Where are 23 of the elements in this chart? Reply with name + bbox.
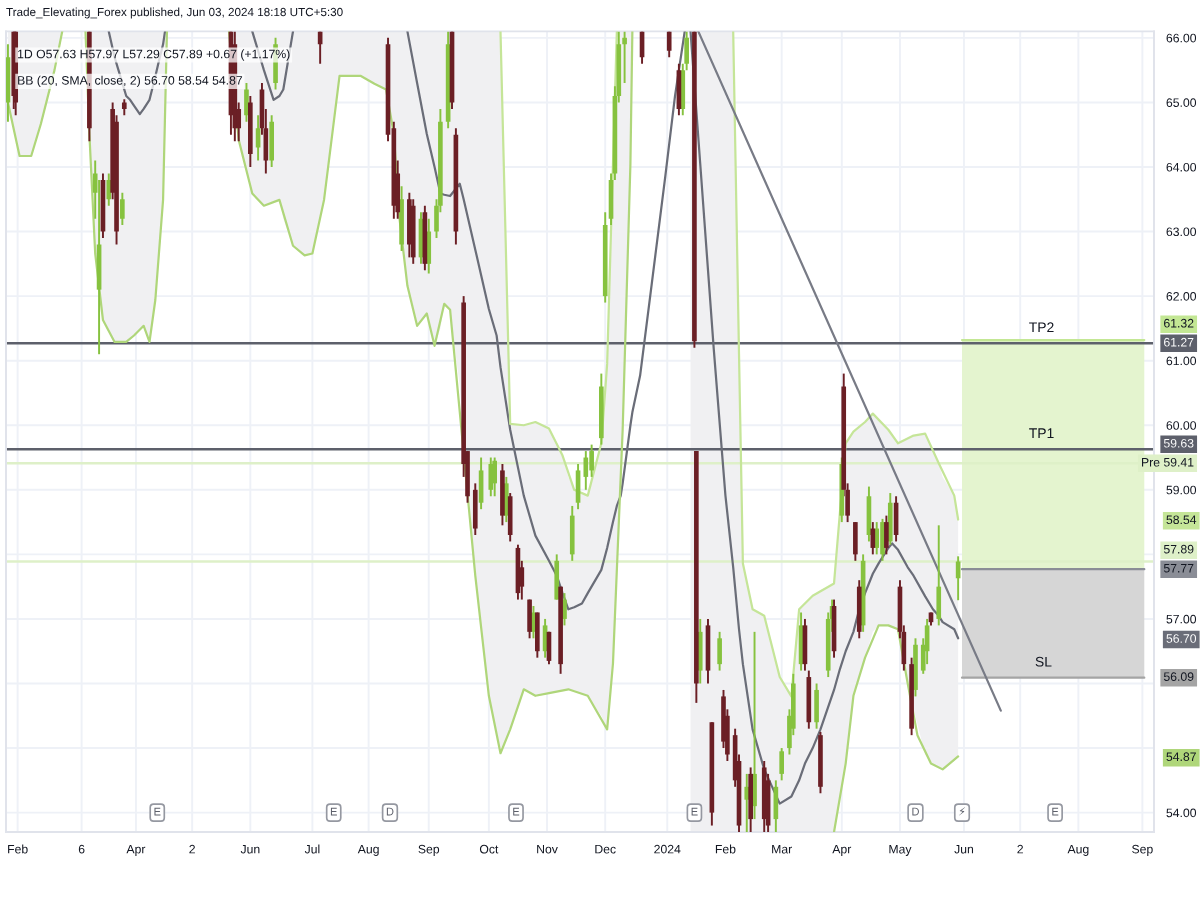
candlestick <box>717 630 722 672</box>
candlestick <box>269 114 274 168</box>
candlestick <box>913 637 918 698</box>
candlestick <box>856 579 862 640</box>
candlestick <box>887 492 893 546</box>
candlestick <box>106 172 112 207</box>
candlestick <box>492 456 497 498</box>
candlestick <box>399 185 404 252</box>
candlestick <box>554 553 560 601</box>
candlestick <box>884 514 889 556</box>
candlestick <box>6 43 11 123</box>
candlestick <box>500 463 505 527</box>
candlestick <box>244 82 249 123</box>
candlestick <box>569 504 575 562</box>
candlestick <box>488 456 494 498</box>
candlestick <box>806 669 812 730</box>
candlestick <box>814 682 819 730</box>
candlestick <box>120 191 125 227</box>
candlestick <box>936 524 942 627</box>
candlestick <box>748 766 753 832</box>
candlestick <box>666 31 672 59</box>
candlestick <box>853 521 858 562</box>
candlestick <box>779 747 784 782</box>
